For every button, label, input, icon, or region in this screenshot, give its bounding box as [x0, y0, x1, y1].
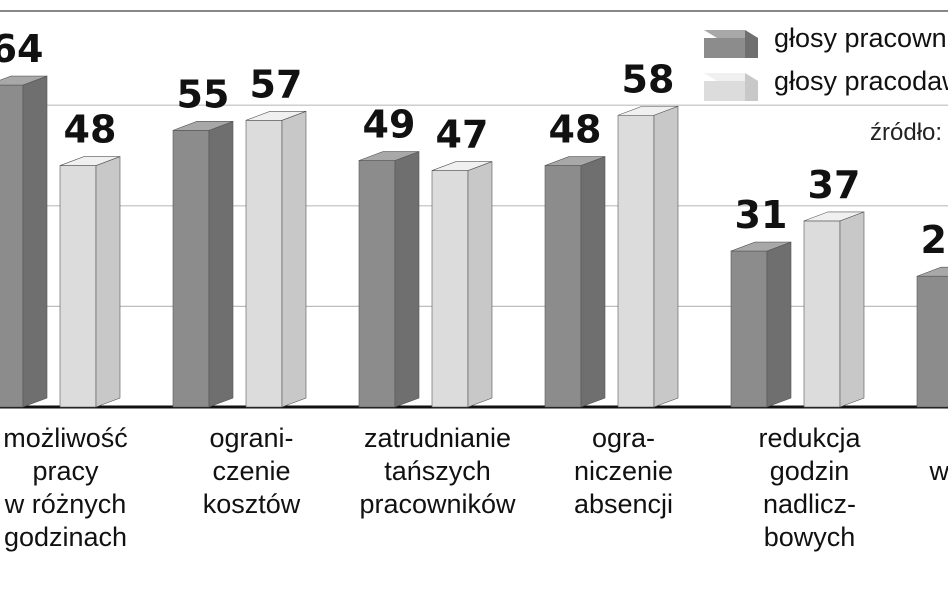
category-label-2-line-1: tańszych — [384, 456, 491, 486]
bar-side — [22, 75, 48, 408]
legend-swatch-employers-front — [704, 81, 745, 101]
category-label-0-line-0: możliwość — [3, 423, 128, 453]
bar-side — [281, 110, 307, 408]
bar-front — [617, 114, 655, 408]
source-label: źródło: — [870, 119, 942, 146]
category-label-1-line-0: ograni- — [209, 423, 293, 453]
bar-employees-1 — [172, 120, 234, 408]
bar-top — [803, 211, 865, 222]
legend-item-employees: głosy pracowników — [704, 23, 948, 58]
bar-employees-5 — [916, 266, 948, 408]
legend-swatch-employees-front — [704, 38, 745, 58]
value-label-employees-4: 31 — [735, 193, 788, 237]
bar-top — [0, 75, 48, 86]
bar-side — [580, 156, 606, 408]
bar-employees-4 — [730, 241, 792, 408]
category-label-4-line-0: redukcja — [758, 423, 861, 453]
category-label-2-line-2: pracowników — [359, 489, 516, 519]
category-label-3-line-1: niczenie — [574, 456, 673, 486]
bar-employers-3 — [617, 105, 679, 408]
value-label-employees-2: 49 — [363, 103, 416, 147]
bar-employers-0 — [59, 156, 121, 408]
value-label-employers-2: 47 — [436, 113, 489, 157]
bar-top — [916, 266, 948, 277]
bar-front — [544, 165, 582, 408]
value-label-employers-0: 48 — [64, 108, 117, 152]
bar-front — [916, 275, 948, 408]
value-label-employees-3: 48 — [549, 108, 602, 152]
bar-front — [0, 84, 24, 408]
category-label-3-line-0: ogra- — [592, 423, 655, 453]
value-label-employers-4: 37 — [808, 163, 861, 207]
category-label-4-line-1: godzin — [770, 456, 850, 486]
bar-employees-3 — [544, 156, 606, 408]
legend-swatch-employees-side — [745, 30, 758, 58]
category-label-4-line-2: nadlicz- — [763, 489, 856, 519]
bar-top — [358, 151, 420, 161]
bar-side — [95, 156, 121, 408]
bar-front — [803, 220, 841, 408]
bar-employees-2 — [358, 151, 420, 408]
legend-swatch-employers-side — [745, 73, 758, 101]
legend-item-employers: głosy pracodawców — [704, 66, 948, 101]
category-label-0-line-3: godzinach — [4, 522, 127, 552]
bar-front — [245, 119, 283, 408]
legend-swatch-employers-top — [704, 73, 758, 81]
bar-employers-1 — [245, 110, 307, 408]
value-label-employers-3: 58 — [622, 57, 675, 101]
bar-top — [730, 241, 792, 252]
legend-swatch-employees-top — [704, 30, 758, 38]
bar-front — [730, 250, 768, 408]
bar-top — [59, 156, 121, 166]
bar-top — [431, 161, 493, 171]
bar-front — [172, 130, 210, 408]
bar-side — [653, 105, 679, 408]
bar-employers-2 — [431, 161, 493, 408]
value-label-employees-1: 55 — [177, 72, 230, 116]
legend: głosy pracowników głosy pracodawców — [704, 23, 948, 101]
bar-side — [766, 241, 792, 408]
bar-side — [839, 211, 865, 408]
category-label-0-line-1: pracy — [32, 456, 99, 486]
category-label-3-line-2: absencji — [574, 489, 673, 519]
bar-side — [208, 120, 234, 408]
bar-front — [358, 160, 396, 408]
bar-employees-0 — [0, 75, 48, 408]
value-label-employees-0: 64 — [0, 27, 43, 71]
category-label-0-line-2: w różnych — [4, 489, 127, 519]
category-label-4-line-3: bowych — [764, 522, 856, 552]
bar-front — [431, 170, 469, 408]
legend-label-employees: głosy pracowników — [774, 23, 948, 53]
category-label-2-line-0: zatrudnianie — [364, 423, 511, 453]
category-label-1-line-1: czenie — [212, 456, 290, 486]
value-label-employees-5: 26 — [921, 218, 948, 262]
category-label-1-line-2: kosztów — [203, 489, 301, 519]
bar-top — [245, 110, 307, 121]
bar-top — [617, 105, 679, 116]
category-label-5-line-1: wydajności — [928, 456, 948, 486]
value-labels-layer: 64 48 55 57 49 47 48 58 31 37 26 — [0, 27, 948, 262]
bar-side — [467, 161, 493, 408]
value-label-employers-1: 57 — [250, 62, 303, 106]
bar-top — [544, 156, 606, 166]
bar-top — [172, 121, 234, 131]
bar-front — [59, 165, 97, 408]
bar-employers-4 — [803, 211, 865, 408]
legend-label-employers: głosy pracodawców — [774, 66, 948, 96]
bars-layer — [0, 75, 948, 408]
bar-side — [394, 151, 420, 408]
